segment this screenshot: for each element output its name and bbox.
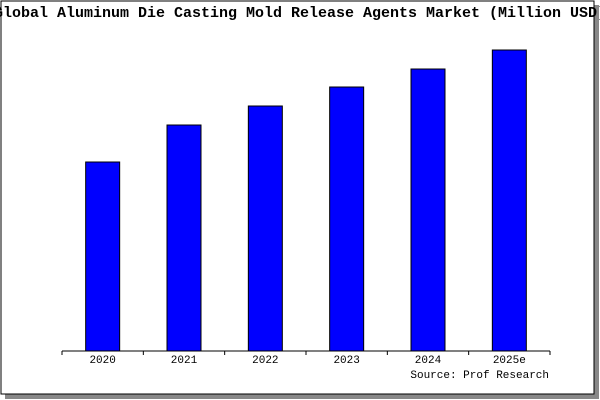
chart-title: Global Aluminum Die Casting Mold Release…: [0, 5, 600, 22]
plot-area: [62, 48, 550, 351]
x-tick-label: 2022: [252, 355, 278, 367]
x-tick-label: 2020: [89, 355, 115, 367]
bar: [166, 124, 202, 352]
bar: [247, 105, 283, 352]
bar: [410, 68, 446, 352]
bar: [85, 161, 121, 352]
x-tick-label: 2021: [171, 355, 198, 367]
x-tick-label: 2025e: [493, 355, 526, 367]
bar: [491, 49, 527, 352]
x-tick-label: 2023: [333, 355, 359, 367]
bar: [329, 86, 365, 352]
x-tick-label: 2024: [415, 355, 442, 367]
source-note: Source: Prof Research: [410, 370, 549, 382]
